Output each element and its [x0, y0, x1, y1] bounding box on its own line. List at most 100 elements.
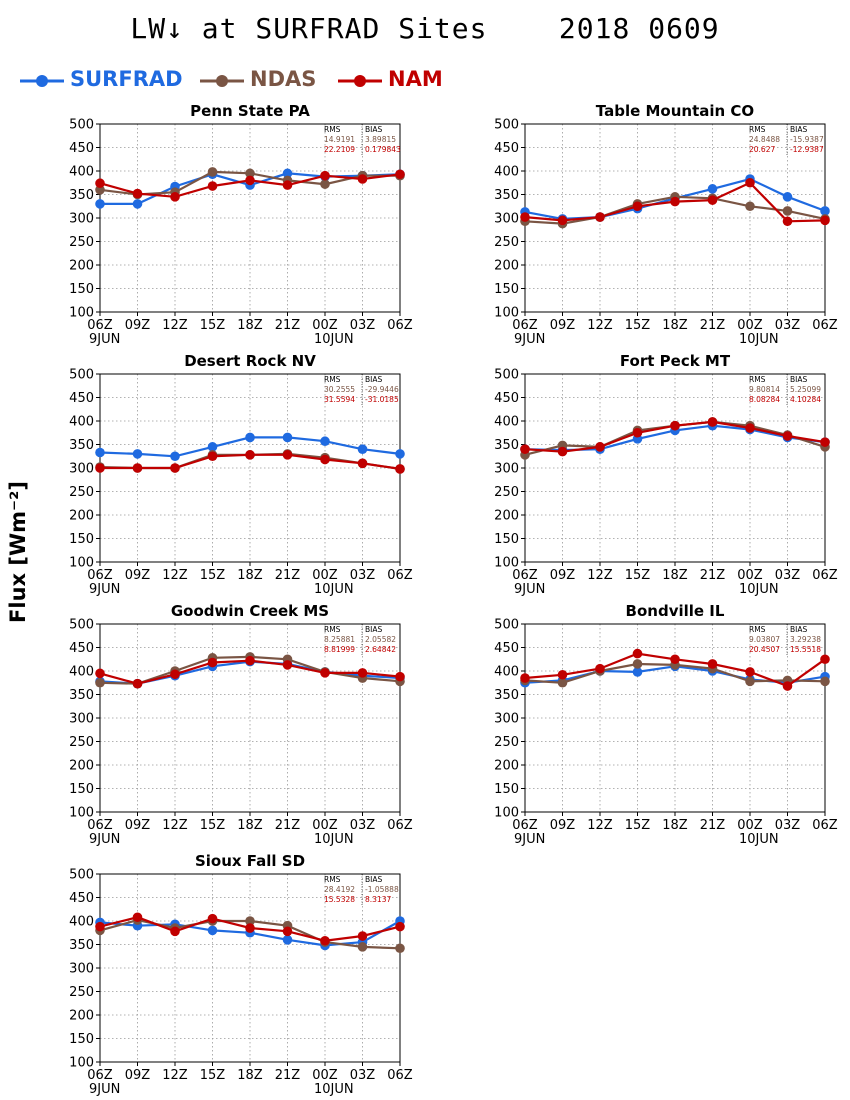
data-point-nam [520, 444, 530, 455]
stats-bias-ndas: -15.9387 [790, 135, 824, 144]
legend-label-nam: NAM [388, 67, 443, 91]
data-point-nam [632, 201, 643, 212]
series-nam [95, 450, 405, 474]
x-tick-label: 21Z [275, 568, 301, 583]
series-nam [520, 648, 830, 691]
x-tick-label: 06Z [812, 818, 838, 833]
x-date-label: 10JUN [739, 832, 779, 847]
y-tick-label: 500 [69, 118, 94, 133]
x-tick-label: 15Z [200, 818, 226, 833]
data-point-surfrad [282, 168, 293, 179]
y-tick-label: 150 [494, 282, 519, 297]
data-point-nam [557, 215, 568, 226]
y-tick-label: 450 [494, 391, 519, 406]
panel-goodwin-creek-ms: Goodwin Creek MS 100 150 200 250 300 350 400 450… [69, 602, 413, 847]
y-tick-label: 100 [494, 806, 519, 821]
y-tick-label: 200 [494, 259, 519, 274]
data-point-nam [95, 463, 105, 473]
data-point-ndas [357, 942, 368, 952]
data-point-nam [245, 655, 255, 666]
x-tick-label: 06Z [87, 1068, 113, 1083]
x-tick-label: 06Z [387, 818, 413, 833]
x-tick-label: 15Z [625, 568, 651, 583]
x-date-label: 10JUN [314, 832, 354, 847]
data-point-nam [595, 442, 605, 452]
data-point-surfrad [207, 442, 218, 452]
data-point-ndas [782, 206, 793, 216]
data-point-ndas [245, 916, 255, 926]
page-title: LW↓ at SURFRAD Sites 2018 0609 [130, 12, 720, 45]
y-tick-label: 300 [494, 462, 519, 477]
data-point-nam [282, 450, 293, 460]
stats-bias-nam: 15.5518 [790, 645, 821, 654]
y-tick-label: 150 [494, 532, 519, 547]
y-tick-label: 350 [494, 688, 519, 703]
y-tick-label: 250 [494, 485, 519, 500]
y-tick-label: 150 [69, 1032, 94, 1047]
panel-bondville-il: Bondville IL 100 150 200 250 300 350 400 450 500 0… [494, 602, 838, 847]
y-tick-label: 300 [69, 712, 94, 727]
stats-bias-ndas: 2.05582 [365, 635, 396, 644]
data-point-nam [357, 174, 368, 184]
y-tick-label: 250 [69, 735, 94, 750]
data-point-ndas [95, 677, 105, 688]
stats-header-rms: RMS [749, 625, 766, 634]
stats-rms-nam: 8.81999 [324, 645, 355, 654]
stats-rms-nam: 20.4507 [749, 645, 780, 654]
data-point-nam [207, 451, 218, 462]
x-tick-label: 06Z [512, 318, 538, 333]
data-point-nam [132, 188, 143, 199]
series-nam [95, 912, 405, 946]
panel-title: Penn State PA [190, 102, 310, 120]
legend-marker-ndas [200, 75, 244, 87]
y-tick-label: 300 [494, 212, 519, 227]
stats-rms-nam: 8.08284 [749, 395, 780, 404]
x-date-label: 9JUN [514, 332, 545, 347]
data-point-nam [357, 931, 368, 941]
data-point-nam [357, 668, 368, 678]
stats-bias-ndas: -1.05888 [365, 885, 399, 894]
y-tick-label: 500 [69, 868, 94, 883]
y-tick-label: 300 [69, 212, 94, 227]
x-date-label: 9JUN [89, 1082, 120, 1097]
x-date-label: 10JUN [314, 1082, 354, 1097]
data-point-nam [170, 669, 180, 680]
x-tick-label: 06Z [387, 1068, 413, 1083]
x-tick-label: 18Z [662, 318, 688, 333]
x-date-label: 10JUN [314, 582, 354, 597]
x-tick-label: 03Z [775, 568, 801, 583]
panel-sioux-fall-sd: Sioux Fall SD 100 150 200 250 300 350 400 450 500… [69, 852, 413, 1097]
stats-header-rms: RMS [749, 375, 766, 384]
x-tick-label: 06Z [512, 818, 538, 833]
data-point-nam [782, 216, 793, 227]
y-tick-label: 450 [69, 391, 94, 406]
data-point-nam [782, 681, 793, 691]
y-tick-label: 100 [69, 306, 94, 321]
data-point-surfrad [132, 199, 143, 209]
data-point-nam [820, 215, 830, 226]
stats-rms-nam: 20.627 [749, 145, 775, 154]
x-tick-label: 15Z [200, 1068, 226, 1083]
y-tick-label: 100 [69, 556, 94, 571]
x-tick-label: 06Z [87, 318, 113, 333]
x-tick-label: 18Z [237, 568, 263, 583]
x-tick-label: 12Z [162, 318, 188, 333]
y-tick-label: 300 [494, 712, 519, 727]
stats-bias-nam: 4.10284 [790, 395, 821, 404]
data-point-nam [282, 660, 293, 670]
data-point-nam [595, 663, 605, 674]
panel-penn-state-pa: Penn State PA 100 150 200 250 300 350 400 450 500… [69, 102, 413, 347]
x-tick-label: 18Z [662, 568, 688, 583]
stats-header-bias: BIAS [365, 625, 382, 634]
data-point-nam [95, 921, 105, 932]
y-tick-label: 450 [69, 141, 94, 156]
x-tick-label: 09Z [125, 818, 151, 833]
y-tick-label: 350 [69, 688, 94, 703]
x-tick-label: 00Z [312, 568, 338, 583]
data-point-surfrad [170, 451, 180, 462]
y-tick-label: 400 [69, 165, 94, 180]
x-tick-label: 06Z [387, 318, 413, 333]
stats-header-rms: RMS [324, 625, 341, 634]
x-tick-label: 18Z [237, 1068, 263, 1083]
x-date-label: 9JUN [89, 832, 120, 847]
